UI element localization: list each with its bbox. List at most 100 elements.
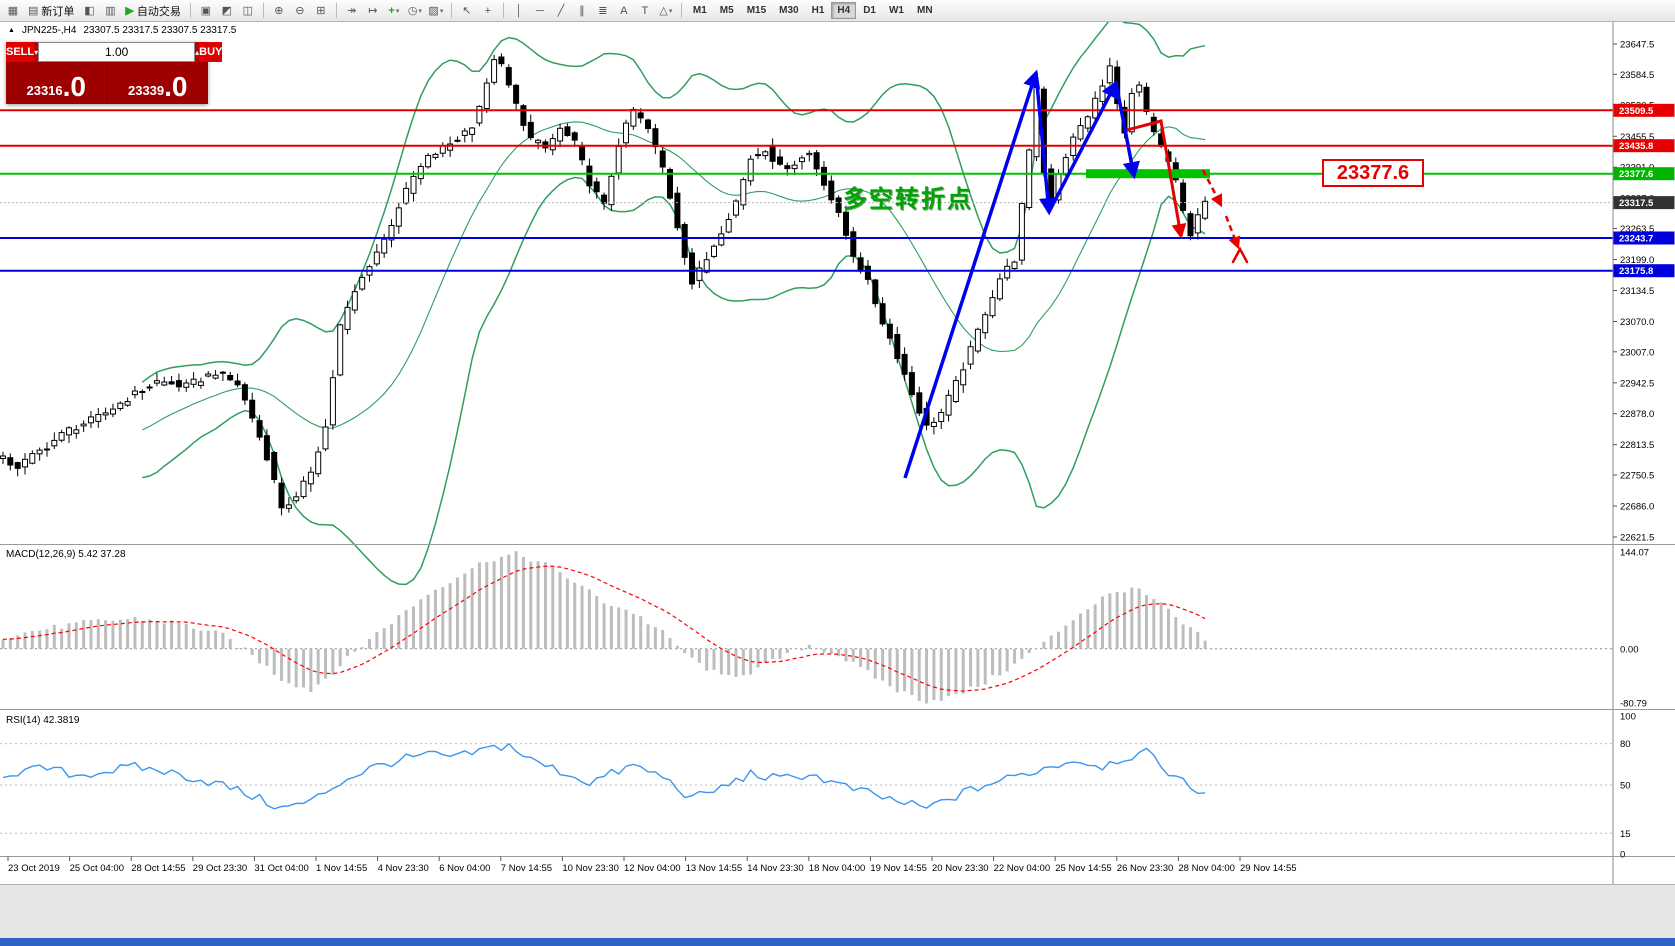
chart-title: ▲ JPN225-,H4 23307.5 23317.5 23307.5 233… [8, 25, 236, 36]
auto-trading-button[interactable]: ▶ 自动交易 [125, 5, 181, 18]
price-tick: 23199.0 [1620, 255, 1654, 266]
cascade-windows-icon[interactable]: ◩ [221, 5, 233, 17]
blue-trend-arrow [1034, 72, 1057, 216]
timeframe-d1-button[interactable]: D1 [863, 5, 876, 16]
time-tick-label: 28 Nov 04:00 [1178, 863, 1235, 874]
toolbar-separator [680, 3, 682, 18]
timeframe-m15-button[interactable]: M15 [746, 5, 767, 16]
trade-panel-controls: SELL ▾ ▴ BUY [6, 42, 223, 62]
timeframe-w1-button[interactable]: W1 [888, 5, 904, 16]
chevron-down-icon: ▾ [395, 7, 400, 15]
cursor-icon[interactable]: ↖ [462, 5, 472, 17]
auto-scroll-icon[interactable]: ↠ [347, 5, 357, 17]
buy-button[interactable]: BUY [199, 42, 223, 62]
price-badge-label: 23377.6 [1619, 169, 1653, 180]
macd-tick: -80.79 [1620, 699, 1647, 710]
time-tick-label: 12 Nov 04:00 [624, 863, 681, 874]
zoom-in-icon[interactable]: ⊕ [274, 5, 284, 17]
fibonacci-icon[interactable]: ≣ [598, 5, 608, 17]
candlestick-series [0, 53, 1209, 516]
sell-price-frac: .0 [62, 71, 86, 102]
macd-panel [0, 551, 1613, 704]
text-label-icon[interactable]: T [641, 4, 649, 17]
chart-ohlc: 23307.5 23317.5 23307.5 23317.5 [83, 25, 237, 36]
time-tick-label: 31 Oct 04:00 [254, 863, 308, 874]
price-tick: 22878.0 [1620, 409, 1654, 420]
timeframe-m1-button[interactable]: M1 [692, 5, 707, 16]
time-axis: 23 Oct 2019 25 Oct 04:00 28 Oct 14:55 29 Oc… [7, 856, 1297, 874]
turning-point-annotation: 多空转折点 [843, 186, 973, 213]
volume-input[interactable] [38, 42, 196, 62]
timeframe-mn-button[interactable]: MN [916, 5, 933, 16]
timeframe-h1-button[interactable]: H1 [811, 5, 825, 16]
taskbar-strip [0, 938, 1675, 946]
price-tick: 23584.5 [1620, 70, 1654, 81]
toolbar: ▦ ▤ 新订单 ◧ ▥ ▶ 自动交易 ▣ ◩ ◫ ⊕ ⊖ ⊞ ↠ ↦ + ▾ ◷ ▾ ▨ ▾ ↖ + │ ─ ╱ ∥ ≣ A T △ ▾ M1 M… [0, 0, 1675, 22]
red-dashed-arrow [1224, 215, 1241, 250]
sell-button[interactable]: SELL [6, 42, 35, 62]
rsi-tick: 100 [1620, 712, 1636, 723]
time-tick-label: 28 Oct 14:55 [131, 863, 185, 874]
time-tick-label: 29 Nov 14:55 [1240, 863, 1297, 874]
horizontal-line-icon[interactable]: ─ [535, 4, 544, 17]
buy-price-display[interactable]: 23339.0 [108, 62, 209, 104]
vertical-line-icon[interactable]: │ [515, 4, 523, 17]
navigator-icon[interactable]: ▥ [105, 5, 116, 17]
toolbar-separator [502, 3, 504, 18]
time-tick-label: 14 Nov 23:30 [747, 863, 804, 874]
volume-decrease-button[interactable]: ▾ [34, 42, 39, 62]
arrange-windows-icon[interactable]: ◫ [242, 5, 254, 17]
time-tick-label: 7 Nov 14:55 [501, 863, 552, 874]
price-badge-label: 23175.8 [1619, 266, 1653, 277]
periods-icon[interactable]: ◷ ▾ [407, 5, 422, 17]
macd-tick: 144.07 [1620, 548, 1649, 559]
price-tick: 22813.5 [1620, 440, 1654, 451]
price-tick: 23007.0 [1620, 347, 1654, 358]
chart-shift-icon[interactable]: ↦ [368, 5, 378, 17]
templates-icon[interactable]: ▨ ▾ [428, 5, 444, 17]
time-tick-label: 26 Nov 23:30 [1117, 863, 1174, 874]
shapes-icon[interactable]: △ ▾ [659, 5, 673, 17]
sell-price-display[interactable]: 23316.0 [6, 62, 108, 104]
price-axis: 23647.523584.523520.523455.523391.023327… [0, 22, 1675, 884]
chart-symbol-timeframe: JPN225-,H4 [21, 25, 77, 36]
data-window-icon[interactable]: ◧ [84, 5, 95, 17]
blue-trend-arrow [1047, 79, 1118, 213]
time-tick-label: 25 Nov 14:55 [1055, 863, 1112, 874]
price-tick: 23647.5 [1620, 40, 1654, 51]
trendline-icon[interactable]: ╱ [557, 5, 565, 17]
indicators-icon[interactable]: + ▾ [388, 4, 400, 17]
trend-arrows[interactable] [903, 69, 1249, 479]
new-order-button[interactable]: ▤ 新订单 [28, 5, 75, 18]
rsi-panel [0, 742, 1613, 834]
time-tick-label: 13 Nov 14:55 [686, 863, 743, 874]
zoom-out-icon[interactable]: ⊖ [295, 5, 305, 17]
toolbar-separator [189, 3, 191, 18]
horizontal-lines[interactable] [0, 109, 1613, 272]
status-bar [0, 884, 1675, 938]
new-chart-icon[interactable]: ▦ [7, 5, 19, 17]
time-tick-label: 23 Oct 2019 [8, 863, 60, 874]
timeframe-m5-button[interactable]: M5 [719, 5, 734, 16]
time-tick-label: 22 Nov 04:00 [994, 863, 1051, 874]
timeframe-h4-button[interactable]: H4 [831, 2, 857, 19]
channel-icon[interactable]: ∥ [579, 5, 585, 17]
time-tick-label: 10 Nov 23:30 [562, 863, 619, 874]
toolbar-separator [335, 3, 337, 18]
price-badge-label: 23243.7 [1619, 234, 1653, 245]
grid-icon[interactable]: ⊞ [316, 5, 326, 17]
volume-increase-button[interactable]: ▴ [195, 42, 200, 62]
time-tick-label: 18 Nov 04:00 [809, 863, 866, 874]
price-badge [1613, 139, 1675, 153]
rsi-tick: 0 [1620, 850, 1625, 861]
price-badge [1613, 264, 1675, 278]
price-badge [1613, 196, 1675, 210]
crosshair-icon[interactable]: + [484, 4, 492, 17]
text-icon[interactable]: A [620, 4, 628, 17]
tile-windows-icon[interactable]: ▣ [200, 5, 212, 17]
timeframe-m30-button[interactable]: M30 [779, 5, 799, 16]
price-badge [1613, 103, 1675, 117]
price-badge-label: 23435.8 [1619, 141, 1653, 152]
